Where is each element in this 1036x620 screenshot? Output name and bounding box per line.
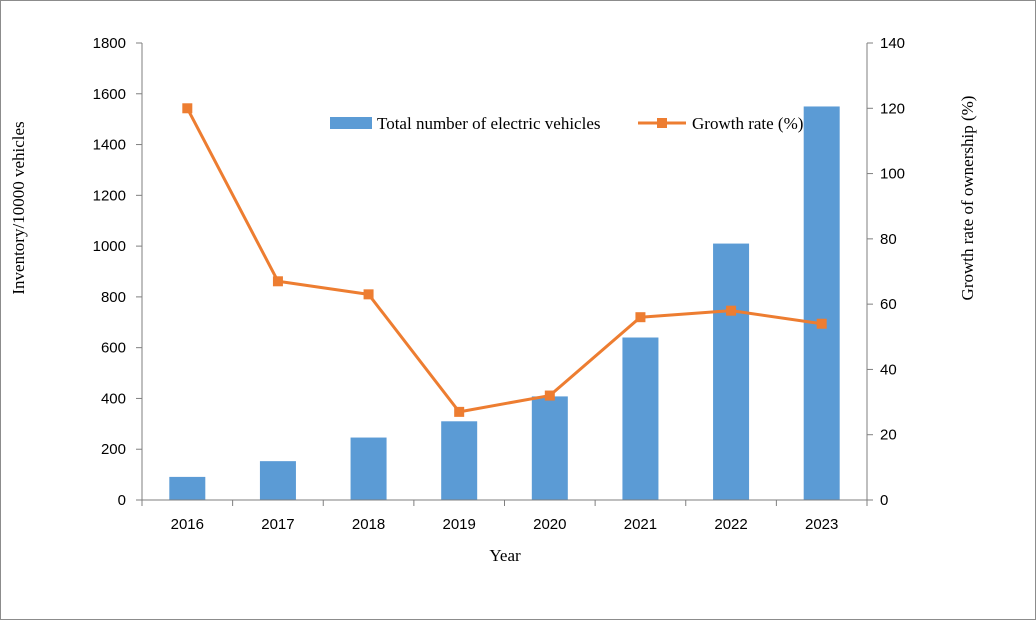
right-y-tick-label: 100 bbox=[880, 166, 905, 183]
left-y-tick-label: 1200 bbox=[93, 187, 126, 204]
right-y-tick-label: 120 bbox=[880, 100, 905, 117]
left-y-tick-label: 0 bbox=[118, 492, 126, 509]
bar bbox=[803, 106, 840, 500]
left-y-tick-label: 400 bbox=[101, 390, 126, 407]
right-y-tick-label: 0 bbox=[880, 492, 888, 509]
right-y-tick-label: 80 bbox=[880, 231, 897, 248]
growth-rate-marker bbox=[182, 103, 193, 114]
bar bbox=[622, 337, 659, 500]
right-y-tick-label: 60 bbox=[880, 296, 897, 313]
right-y-tick-label: 40 bbox=[880, 361, 897, 378]
bar bbox=[350, 437, 387, 500]
x-tick-label: 2016 bbox=[171, 516, 204, 533]
bar bbox=[713, 243, 750, 501]
left-y-tick-label: 1600 bbox=[93, 86, 126, 103]
x-tick-label: 2018 bbox=[352, 516, 385, 533]
bar bbox=[169, 476, 206, 500]
legend-bar-swatch bbox=[330, 117, 372, 129]
x-tick-label: 2023 bbox=[805, 516, 838, 533]
x-tick-label: 2019 bbox=[443, 516, 476, 533]
legend-bar-label: Total number of electric vehicles bbox=[377, 114, 601, 133]
left-y-tick-label: 1800 bbox=[93, 35, 126, 52]
x-tick-label: 2017 bbox=[261, 516, 294, 533]
left-y-tick-label: 800 bbox=[101, 289, 126, 306]
legend-line-label: Growth rate (%) bbox=[692, 114, 803, 133]
left-y-tick-label: 200 bbox=[101, 441, 126, 458]
x-tick-label: 2022 bbox=[714, 516, 747, 533]
left-y-tick-label: 1400 bbox=[93, 137, 126, 154]
growth-rate-marker bbox=[363, 289, 374, 300]
left-y-tick-label: 600 bbox=[101, 340, 126, 357]
growth-rate-marker bbox=[272, 276, 283, 287]
right-y-tick-label: 140 bbox=[880, 35, 905, 52]
bar bbox=[259, 461, 296, 500]
bar bbox=[441, 421, 478, 500]
axes: 0 200 400 600 800 1000 1200 1400 1600 1800 0 20 40 60… bbox=[93, 35, 905, 533]
right-y-tick-label: 20 bbox=[880, 427, 897, 444]
bar bbox=[531, 396, 568, 500]
growth-rate-marker bbox=[454, 406, 465, 417]
x-axis-title: Year bbox=[489, 546, 521, 565]
line-series bbox=[182, 103, 827, 417]
growth-rate-line bbox=[185, 107, 822, 414]
growth-rate-marker bbox=[726, 305, 737, 316]
right-y-axis-title: Growth rate of ownership (%) bbox=[958, 96, 977, 301]
growth-rate-marker bbox=[635, 312, 646, 323]
growth-rate-marker bbox=[816, 318, 827, 329]
left-y-axis-title: Inventory/10000 vehicles bbox=[9, 121, 28, 294]
growth-rate-marker bbox=[544, 390, 555, 401]
left-y-tick-label: 1000 bbox=[93, 238, 126, 255]
x-tick-label: 2020 bbox=[533, 516, 566, 533]
x-tick-label: 2021 bbox=[624, 516, 657, 533]
bar-series bbox=[169, 106, 840, 501]
legend-line-marker bbox=[657, 118, 667, 128]
legend: Total number of electric vehicles Growth… bbox=[330, 114, 803, 133]
